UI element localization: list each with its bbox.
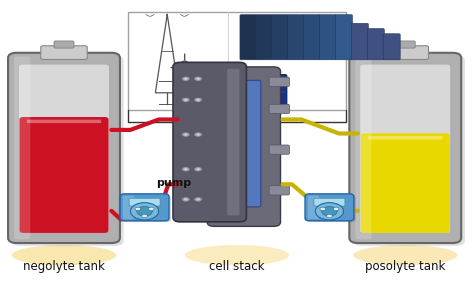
FancyBboxPatch shape bbox=[54, 41, 74, 48]
FancyBboxPatch shape bbox=[128, 12, 346, 110]
FancyBboxPatch shape bbox=[368, 136, 442, 139]
FancyBboxPatch shape bbox=[221, 86, 237, 93]
Circle shape bbox=[194, 167, 202, 172]
FancyBboxPatch shape bbox=[356, 57, 372, 239]
Text: negolyte tank: negolyte tank bbox=[23, 260, 105, 273]
Circle shape bbox=[194, 97, 202, 102]
FancyBboxPatch shape bbox=[269, 104, 290, 114]
FancyBboxPatch shape bbox=[173, 62, 246, 222]
FancyBboxPatch shape bbox=[272, 15, 289, 60]
FancyBboxPatch shape bbox=[235, 75, 287, 108]
Circle shape bbox=[194, 197, 202, 202]
FancyBboxPatch shape bbox=[288, 15, 305, 60]
FancyBboxPatch shape bbox=[8, 53, 120, 243]
Ellipse shape bbox=[12, 245, 116, 265]
FancyBboxPatch shape bbox=[269, 77, 290, 86]
Circle shape bbox=[182, 61, 188, 65]
Circle shape bbox=[196, 133, 200, 136]
Text: cell stack: cell stack bbox=[209, 260, 265, 273]
Circle shape bbox=[315, 203, 344, 220]
FancyBboxPatch shape bbox=[349, 53, 461, 243]
FancyBboxPatch shape bbox=[319, 15, 337, 60]
FancyBboxPatch shape bbox=[353, 56, 465, 246]
Circle shape bbox=[194, 132, 202, 137]
FancyBboxPatch shape bbox=[336, 15, 353, 60]
FancyBboxPatch shape bbox=[227, 69, 239, 215]
Circle shape bbox=[182, 167, 190, 172]
FancyBboxPatch shape bbox=[395, 41, 415, 48]
FancyBboxPatch shape bbox=[308, 196, 319, 219]
FancyBboxPatch shape bbox=[383, 34, 400, 60]
Text: posolyte tank: posolyte tank bbox=[365, 260, 446, 273]
FancyBboxPatch shape bbox=[19, 117, 109, 233]
FancyBboxPatch shape bbox=[269, 186, 290, 195]
FancyBboxPatch shape bbox=[123, 196, 171, 222]
Circle shape bbox=[194, 76, 202, 81]
Text: pump: pump bbox=[156, 179, 191, 188]
FancyBboxPatch shape bbox=[382, 46, 428, 59]
FancyBboxPatch shape bbox=[361, 133, 450, 233]
FancyBboxPatch shape bbox=[207, 67, 281, 226]
FancyBboxPatch shape bbox=[305, 194, 354, 221]
FancyBboxPatch shape bbox=[360, 64, 451, 233]
FancyBboxPatch shape bbox=[123, 196, 134, 219]
Circle shape bbox=[322, 206, 337, 216]
Circle shape bbox=[148, 207, 154, 211]
FancyBboxPatch shape bbox=[41, 46, 87, 59]
FancyBboxPatch shape bbox=[120, 194, 169, 221]
Circle shape bbox=[184, 133, 188, 136]
Circle shape bbox=[320, 207, 326, 211]
Circle shape bbox=[130, 203, 159, 220]
Circle shape bbox=[182, 97, 190, 102]
Circle shape bbox=[182, 132, 190, 137]
Circle shape bbox=[196, 99, 200, 101]
Circle shape bbox=[137, 206, 152, 216]
Circle shape bbox=[184, 168, 188, 171]
Circle shape bbox=[196, 168, 200, 171]
Circle shape bbox=[196, 198, 200, 201]
Circle shape bbox=[184, 198, 188, 201]
Circle shape bbox=[333, 207, 339, 211]
Circle shape bbox=[182, 76, 190, 81]
Circle shape bbox=[184, 99, 188, 101]
FancyBboxPatch shape bbox=[367, 28, 384, 60]
Circle shape bbox=[182, 197, 190, 202]
FancyBboxPatch shape bbox=[18, 64, 109, 233]
Circle shape bbox=[327, 214, 332, 218]
FancyBboxPatch shape bbox=[240, 15, 257, 60]
Circle shape bbox=[184, 78, 188, 80]
FancyBboxPatch shape bbox=[304, 15, 320, 60]
Circle shape bbox=[196, 78, 200, 80]
FancyBboxPatch shape bbox=[27, 120, 101, 123]
FancyBboxPatch shape bbox=[12, 56, 124, 246]
Circle shape bbox=[142, 214, 147, 218]
Circle shape bbox=[135, 207, 141, 211]
Ellipse shape bbox=[185, 245, 289, 265]
FancyBboxPatch shape bbox=[129, 198, 160, 206]
Ellipse shape bbox=[353, 245, 457, 265]
FancyBboxPatch shape bbox=[256, 15, 273, 60]
FancyBboxPatch shape bbox=[221, 138, 237, 146]
FancyBboxPatch shape bbox=[351, 23, 368, 60]
FancyBboxPatch shape bbox=[14, 57, 30, 239]
FancyBboxPatch shape bbox=[269, 145, 290, 154]
FancyBboxPatch shape bbox=[314, 198, 345, 206]
FancyBboxPatch shape bbox=[234, 80, 261, 207]
FancyBboxPatch shape bbox=[221, 199, 237, 206]
FancyBboxPatch shape bbox=[308, 196, 356, 222]
